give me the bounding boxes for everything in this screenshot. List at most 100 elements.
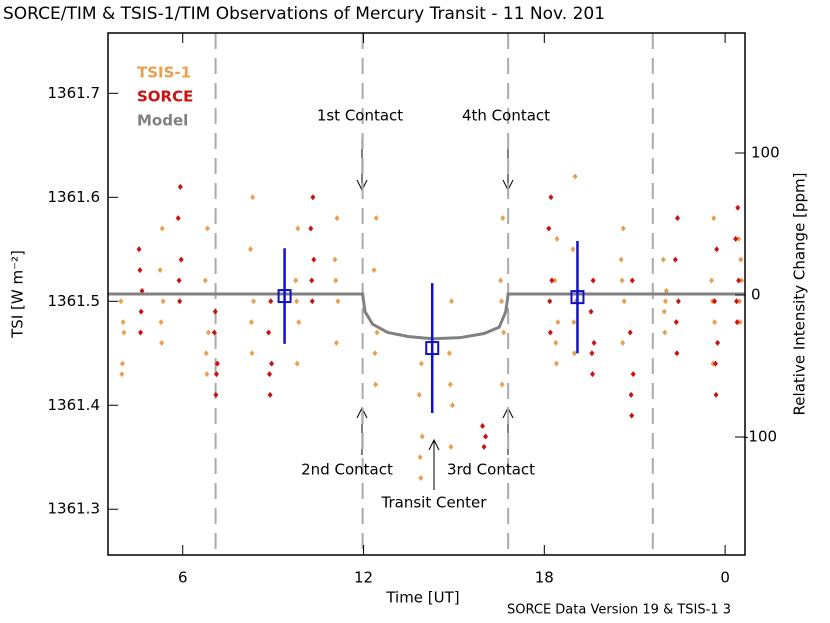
arrows [356, 138, 514, 490]
data-point [372, 350, 378, 357]
data-point [251, 298, 257, 305]
data-point [309, 298, 315, 305]
data-point [294, 298, 300, 305]
data-point [675, 298, 681, 305]
arrow [428, 438, 440, 490]
data-point [269, 360, 275, 367]
model-line [108, 292, 745, 341]
y-tick-label: 1361.4 [48, 396, 101, 414]
data-point [447, 381, 453, 388]
data-point [675, 215, 681, 222]
data-point [663, 287, 669, 294]
data-point [157, 267, 163, 274]
y-tick-label: 1361.5 [48, 292, 101, 310]
data-point [334, 215, 340, 222]
data-point [499, 298, 505, 305]
data-point [571, 350, 577, 357]
data-point [500, 215, 506, 222]
y-tick-label: 1361.7 [48, 84, 101, 102]
data-point [202, 277, 208, 284]
data-point [481, 443, 487, 450]
legend-entry: TSIS-1 [137, 64, 191, 82]
data-point [332, 256, 338, 263]
data-point [674, 350, 680, 357]
legend-entry: Model [137, 112, 188, 130]
annotation: 3rd Contact [447, 461, 535, 479]
data-point [118, 298, 124, 305]
annotation: Transit Center [381, 494, 488, 512]
data-point [547, 329, 553, 336]
data-point [333, 339, 339, 346]
data-point [449, 402, 455, 409]
y2-axis-label: Relative Intensity Change [ppm] [791, 173, 809, 416]
data-point [621, 298, 627, 305]
data-point [498, 277, 504, 284]
data-point [213, 391, 219, 398]
data-point [333, 277, 339, 284]
data-point [296, 319, 302, 326]
data-point [177, 298, 183, 305]
y2-tick-label: -100 [743, 427, 777, 445]
data-point [711, 215, 717, 222]
annotation: 1st Contact [317, 107, 403, 125]
data-point [293, 277, 299, 284]
data-point [672, 256, 678, 263]
data-point [712, 319, 718, 326]
data-point [620, 339, 626, 346]
data-point [294, 360, 300, 367]
data-point [618, 256, 624, 263]
data-point [546, 225, 552, 232]
data-point [620, 225, 626, 232]
data-point [204, 225, 210, 232]
data-point [553, 339, 559, 346]
data-point [249, 350, 255, 357]
x-tick-label: 18 [535, 569, 554, 587]
data-point [739, 277, 745, 284]
data-point [268, 298, 274, 305]
data-point [591, 339, 597, 346]
data-point [734, 298, 740, 305]
data-point [310, 194, 316, 201]
data-point [628, 391, 634, 398]
data-point [714, 246, 720, 253]
data-point [738, 256, 744, 263]
data-point [483, 433, 489, 440]
data-point [554, 235, 560, 242]
data-point [446, 350, 452, 357]
data-point [214, 360, 220, 367]
data-point [712, 298, 718, 305]
data-point [733, 235, 739, 242]
data-point [712, 360, 718, 367]
data-point [371, 267, 377, 274]
data-point [211, 329, 217, 336]
data-point [662, 298, 668, 305]
data-point [629, 277, 635, 284]
data-point [308, 225, 314, 232]
data-point [552, 277, 558, 284]
data-point [627, 329, 633, 336]
data-point [660, 256, 666, 263]
data-point [136, 246, 142, 253]
data-point [137, 267, 143, 274]
data-point [418, 475, 424, 482]
data-point [213, 371, 219, 378]
average-marker [277, 289, 292, 304]
data-point [335, 298, 341, 305]
data-point [449, 298, 455, 305]
data-point [735, 204, 741, 211]
data-point [736, 235, 742, 242]
data-point [374, 329, 380, 336]
data-point [555, 319, 561, 326]
data-point [715, 339, 721, 346]
legend-entry: SORCE [137, 88, 193, 106]
data-point [734, 319, 740, 326]
data-point [267, 371, 273, 378]
annotation: 4th Contact [462, 107, 550, 125]
data-point [501, 329, 507, 336]
annotation: 2nd Contact [301, 461, 393, 479]
x-axis-label: Time [UT] [385, 589, 459, 607]
data-point [212, 308, 218, 315]
y-tick-label: 1361.3 [48, 500, 101, 518]
x-tick-label: 6 [178, 569, 188, 587]
